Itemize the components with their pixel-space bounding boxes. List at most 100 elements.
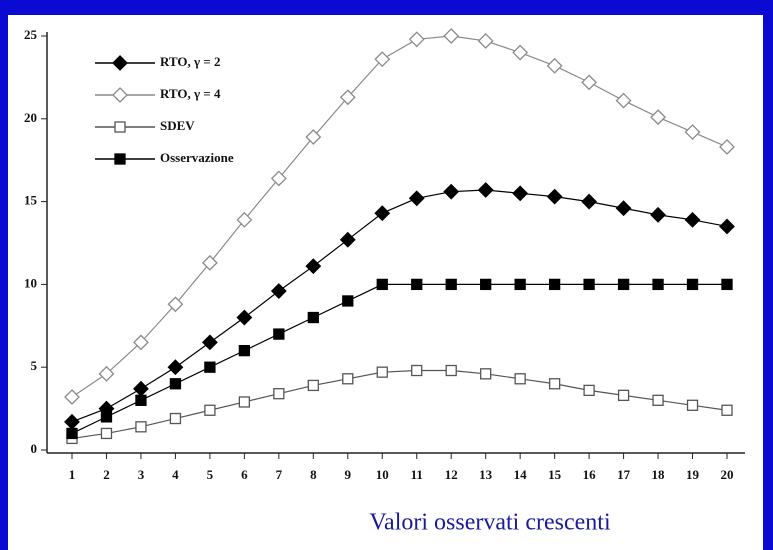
y-tick-label: 15 [24, 193, 38, 208]
x-tick-label: 7 [276, 467, 283, 482]
legend-marker [112, 87, 128, 103]
x-tick-label: 6 [241, 467, 248, 482]
x-tick-label: 5 [207, 467, 214, 482]
data-point [617, 389, 630, 402]
x-tick-label: 1 [69, 467, 76, 482]
x-tick-label: 19 [686, 467, 700, 482]
data-point [408, 31, 425, 48]
data-point [583, 384, 595, 397]
data-point [477, 182, 494, 198]
data-point [443, 28, 460, 44]
data-point [236, 309, 253, 326]
data-point [98, 365, 115, 382]
data-point [307, 311, 319, 324]
data-point [650, 206, 666, 223]
x-tick-label: 12 [445, 467, 458, 482]
data-point [169, 412, 182, 425]
x-tick-label: 2 [103, 467, 110, 482]
legend-label: RTO, γ = 4 [160, 86, 221, 101]
data-point [305, 258, 322, 275]
data-point [548, 278, 561, 291]
data-point [684, 124, 701, 140]
data-point [686, 399, 699, 411]
x-tick-label: 13 [479, 467, 493, 482]
data-point [512, 185, 529, 202]
data-point [719, 218, 735, 235]
data-point [339, 89, 356, 106]
data-point [514, 278, 526, 291]
data-point [650, 109, 666, 126]
series-line [71, 35, 728, 398]
data-point [617, 278, 630, 291]
data-point [721, 404, 733, 416]
x-tick-label: 4 [172, 467, 179, 482]
data-point [201, 254, 218, 271]
y-tick-label: 20 [24, 110, 37, 125]
data-point [512, 44, 529, 61]
legend-marker [114, 121, 126, 133]
data-point [480, 368, 492, 380]
data-point [374, 51, 391, 68]
data-point [135, 394, 147, 406]
data-point [270, 283, 287, 299]
data-point [581, 193, 598, 210]
data-point [135, 421, 147, 433]
legend-marker [112, 55, 128, 71]
data-point [100, 411, 113, 423]
data-point [238, 396, 251, 408]
data-point [133, 334, 149, 351]
x-tick-label: 10 [376, 467, 389, 482]
data-point [684, 211, 701, 228]
y-tick-label: 5 [31, 358, 38, 373]
data-point [514, 373, 526, 385]
x-tick-label: 14 [514, 467, 528, 482]
data-point [204, 404, 216, 416]
data-point [100, 427, 113, 440]
x-tick-label: 17 [617, 467, 631, 482]
data-point [652, 278, 664, 291]
data-point [411, 278, 423, 291]
data-point [167, 296, 184, 313]
data-point [339, 231, 356, 248]
data-point [546, 188, 563, 205]
data-point [376, 278, 388, 291]
data-point [307, 379, 319, 392]
data-point [445, 278, 457, 291]
data-point [273, 388, 285, 400]
data-point [411, 364, 423, 377]
data-point [652, 394, 664, 406]
data-point [376, 366, 388, 378]
series-line [71, 283, 727, 434]
data-point [581, 74, 598, 91]
legend-label: RTO, γ = 2 [160, 54, 220, 69]
x-tick-label: 11 [411, 467, 423, 482]
data-point [374, 205, 391, 222]
data-point [721, 278, 733, 291]
data-point [342, 295, 354, 307]
legend-label: Osservazione [160, 150, 234, 165]
data-point [719, 139, 735, 155]
data-point [546, 57, 563, 74]
x-tick-label: 8 [310, 467, 317, 482]
x-tick-label: 3 [138, 467, 145, 482]
data-point [273, 328, 285, 340]
data-point [548, 378, 561, 390]
data-point [615, 200, 632, 217]
data-point [480, 278, 492, 291]
data-point [615, 92, 632, 109]
data-point [64, 389, 80, 405]
data-point [408, 190, 425, 207]
data-point [66, 427, 78, 440]
y-tick-label: 25 [24, 27, 38, 42]
data-point [167, 359, 184, 376]
data-point [169, 378, 182, 390]
y-tick-label: 10 [24, 275, 37, 290]
data-point [583, 278, 595, 291]
y-tick-label: 0 [31, 441, 38, 456]
data-point [270, 170, 287, 187]
data-point [445, 364, 457, 377]
data-point [238, 344, 251, 357]
caption: Valori osservati crescenti [369, 510, 611, 536]
